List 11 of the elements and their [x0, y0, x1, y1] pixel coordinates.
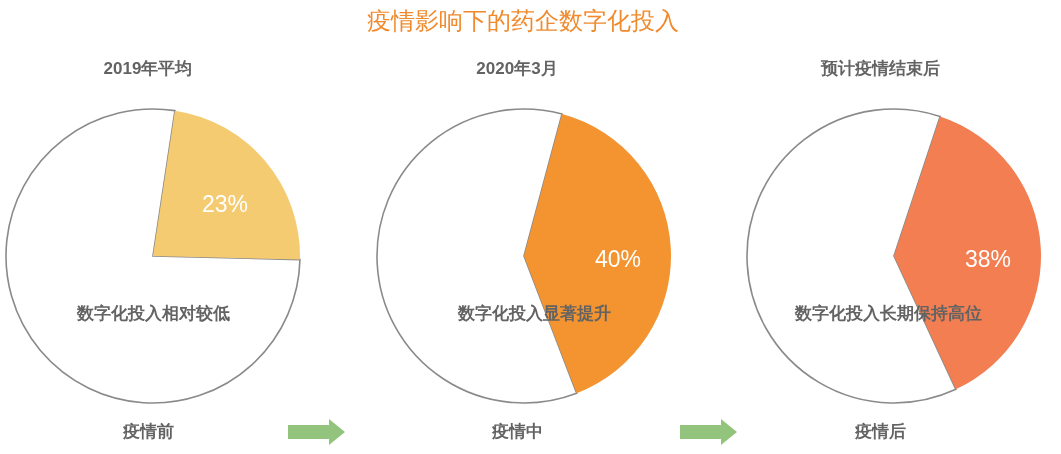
chart-title: 2019年平均: [103, 59, 193, 78]
text: 疫情中: [490, 422, 543, 441]
text: 疫情前: [121, 422, 174, 441]
chart-title: 预计疫情结束后: [819, 59, 940, 78]
chart-title: 2020年3月: [476, 59, 558, 78]
text: 疫情影响下的药企数字化投入: [367, 7, 679, 34]
text: 数字化投入相对较低: [75, 303, 230, 323]
data-label: 23%: [202, 190, 249, 217]
data-label: 40%: [594, 246, 641, 273]
text: 疫情后: [853, 422, 906, 441]
data-label: 38%: [964, 245, 1011, 272]
